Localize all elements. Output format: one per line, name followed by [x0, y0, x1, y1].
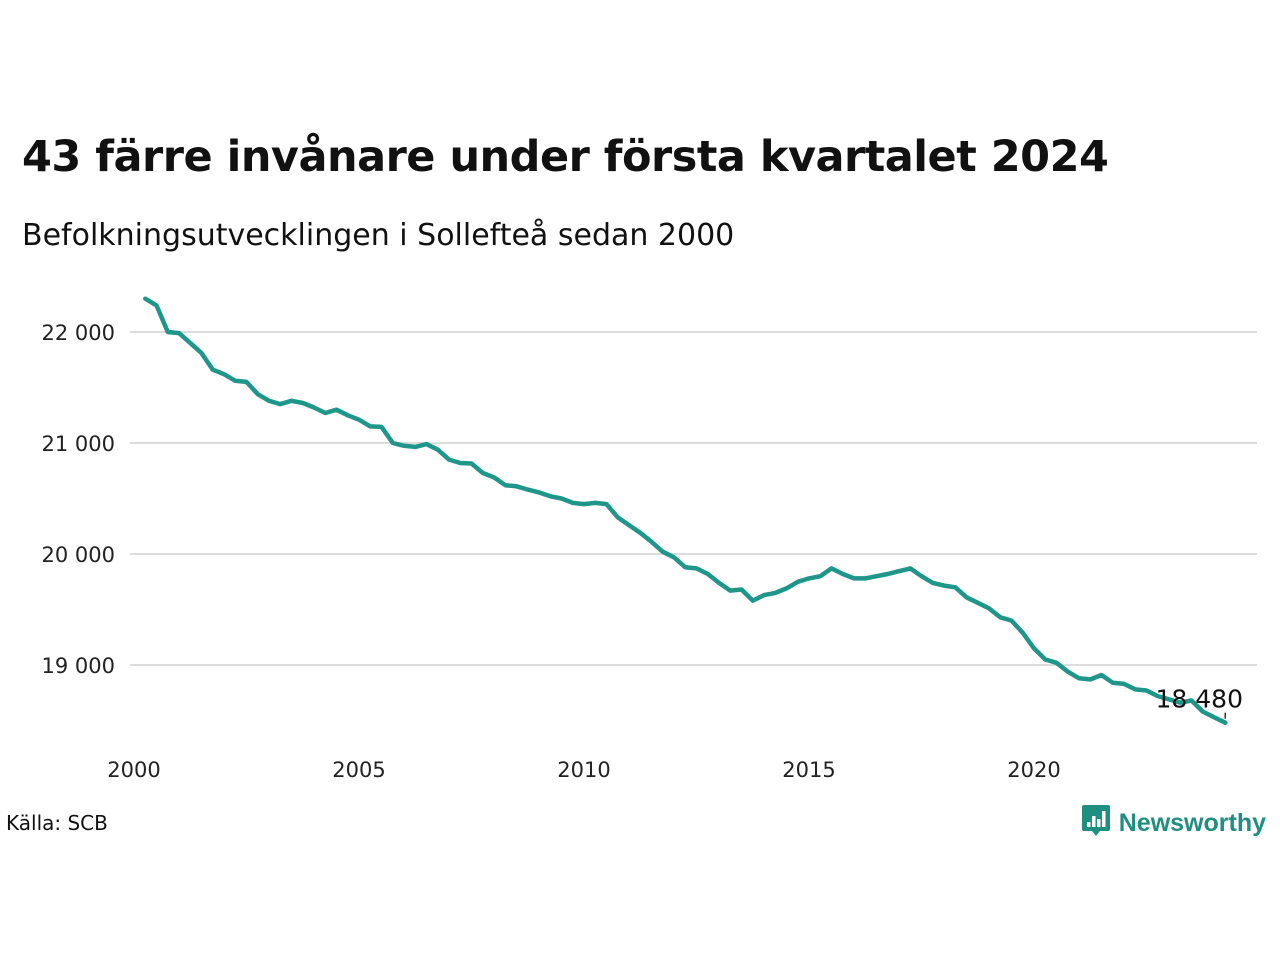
y-tick-label: 21 000	[42, 432, 115, 456]
y-axis-ticks: 19 000 20 000 21 000 22 000	[42, 321, 115, 678]
y-tick-label: 19 000	[42, 654, 115, 678]
brand-name: Newsworthy	[1118, 808, 1266, 837]
newsworthy-logo-icon	[1081, 804, 1111, 842]
data-labels: 18 480	[1156, 685, 1243, 719]
chart-title: 43 färre invånare under första kvartalet…	[22, 132, 1109, 182]
series	[143, 296, 1228, 725]
y-tick-label: 22 000	[42, 321, 115, 345]
x-tick-label: 2010	[557, 758, 610, 782]
x-axis-ticks: 2000 2005 2010 2015 2020	[107, 758, 1060, 782]
series-line	[143, 296, 1228, 725]
y-tick-label: 20 000	[42, 543, 115, 567]
x-tick-label: 2015	[782, 758, 835, 782]
x-tick-label: 2005	[332, 758, 385, 782]
brand-logo[interactable]: Newsworthy	[1081, 804, 1266, 842]
last-value-label: 18 480	[1156, 685, 1243, 714]
gridlines	[130, 331, 1257, 666]
source-note: Källa: SCB	[6, 811, 108, 835]
x-tick-label: 2020	[1007, 758, 1060, 782]
x-tick-label: 2000	[107, 758, 160, 782]
chart-subtitle: Befolkningsutvecklingen i Sollefteå seda…	[22, 218, 735, 253]
